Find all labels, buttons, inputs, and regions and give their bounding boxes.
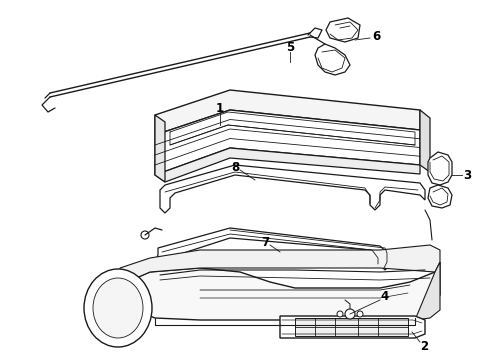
Polygon shape bbox=[315, 44, 350, 75]
Polygon shape bbox=[118, 262, 440, 320]
Polygon shape bbox=[155, 228, 390, 275]
Text: 8: 8 bbox=[231, 161, 239, 174]
Polygon shape bbox=[120, 245, 440, 285]
Text: 2: 2 bbox=[420, 339, 428, 352]
Text: 7: 7 bbox=[261, 235, 269, 248]
Ellipse shape bbox=[93, 278, 143, 338]
Polygon shape bbox=[155, 90, 420, 135]
Polygon shape bbox=[295, 318, 408, 336]
Polygon shape bbox=[420, 110, 430, 172]
Polygon shape bbox=[155, 148, 420, 182]
Circle shape bbox=[141, 231, 149, 239]
Polygon shape bbox=[326, 18, 360, 42]
Text: 5: 5 bbox=[286, 41, 294, 54]
Polygon shape bbox=[428, 152, 452, 185]
Text: 1: 1 bbox=[216, 102, 224, 114]
Text: 3: 3 bbox=[463, 168, 471, 181]
Text: 4: 4 bbox=[381, 289, 389, 302]
Text: 6: 6 bbox=[372, 30, 380, 42]
Circle shape bbox=[337, 311, 343, 317]
Polygon shape bbox=[160, 165, 425, 213]
Circle shape bbox=[345, 309, 355, 319]
Circle shape bbox=[357, 311, 363, 317]
Ellipse shape bbox=[84, 269, 152, 347]
Polygon shape bbox=[428, 185, 452, 208]
Polygon shape bbox=[280, 316, 425, 338]
Polygon shape bbox=[415, 262, 440, 320]
Polygon shape bbox=[155, 115, 165, 182]
Polygon shape bbox=[155, 110, 420, 175]
